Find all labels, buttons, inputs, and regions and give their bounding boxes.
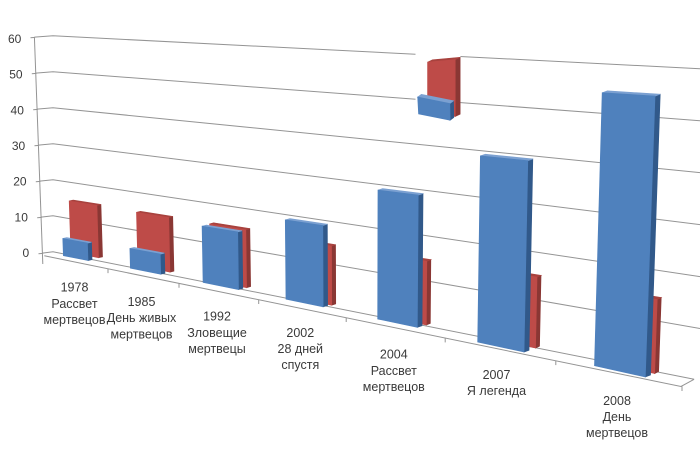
- svg-text:Рассвет: Рассвет: [51, 297, 97, 311]
- svg-text:2008: 2008: [603, 394, 631, 408]
- svg-text:30: 30: [12, 139, 26, 153]
- svg-text:мертвецы: мертвецы: [188, 342, 246, 356]
- svg-text:2007: 2007: [483, 368, 511, 382]
- svg-text:мертвецов: мертвецов: [110, 327, 172, 341]
- svg-text:2004: 2004: [380, 348, 408, 362]
- svg-text:40: 40: [11, 103, 25, 117]
- svg-text:20: 20: [13, 175, 27, 189]
- svg-text:Рассвет: Рассвет: [371, 364, 417, 378]
- svg-text:День живых: День живых: [107, 311, 177, 325]
- svg-text:1992: 1992: [203, 310, 231, 324]
- svg-text:спустя: спустя: [281, 358, 319, 372]
- svg-text:2002: 2002: [286, 326, 314, 340]
- svg-text:10: 10: [15, 210, 29, 224]
- svg-text:50: 50: [9, 68, 23, 82]
- svg-text:мертвецов: мертвецов: [363, 380, 425, 394]
- svg-text:Я легенда: Я легенда: [467, 384, 526, 398]
- svg-text:60: 60: [8, 32, 22, 46]
- svg-text:День: День: [603, 410, 632, 424]
- svg-text:мертвецов: мертвецов: [43, 313, 105, 327]
- svg-text:мертвецов: мертвецов: [586, 426, 648, 440]
- svg-text:Зловещие: Зловещие: [187, 326, 247, 340]
- svg-text:1985: 1985: [128, 295, 156, 309]
- svg-text:0: 0: [23, 246, 30, 260]
- svg-text:1978: 1978: [61, 281, 89, 295]
- svg-text:28 дней: 28 дней: [278, 342, 324, 356]
